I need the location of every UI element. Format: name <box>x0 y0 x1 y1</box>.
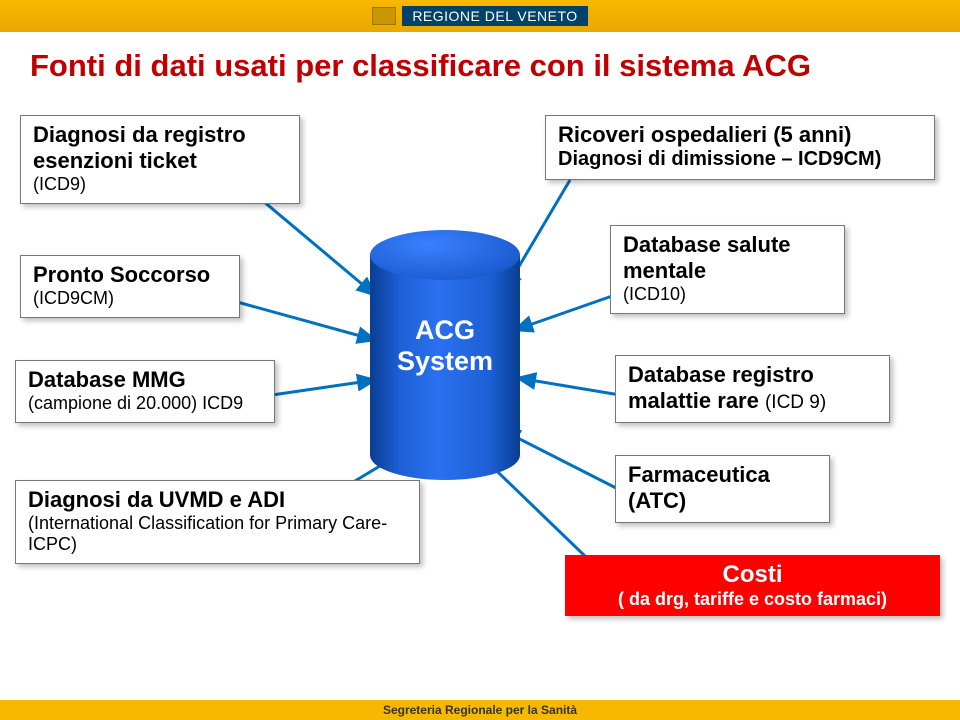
box-uvmd-adi: Diagnosi da UVMD e ADI (International Cl… <box>15 480 420 564</box>
header-bar: REGIONE DEL VENETO <box>0 0 960 32</box>
acg-cylinder: ACG System <box>370 230 520 470</box>
lion-icon <box>372 7 396 25</box>
box-ricoveri: Ricoveri ospedalieri (5 anni) Diagnosi d… <box>545 115 935 180</box>
box-farmaceutica: Farmaceutica (ATC) <box>615 455 830 523</box>
box-pronto-soccorso: Pronto Soccorso (ICD9CM) <box>20 255 240 318</box>
cylinder-label: ACG System <box>370 315 520 377</box>
footer-bar: Segreteria Regionale per la Sanità <box>0 700 960 720</box>
box-diagnosi-registro: Diagnosi da registro esenzioni ticket (I… <box>20 115 300 204</box>
box-salute-mentale: Database salute mentale (ICD10) <box>610 225 845 314</box>
region-label: REGIONE DEL VENETO <box>402 6 587 26</box>
box-costi: Costi ( da drg, tariffe e costo farmaci) <box>565 555 940 616</box>
header-logo: REGIONE DEL VENETO <box>372 6 587 26</box>
box-malattie-rare: Database registro malattie rare (ICD 9) <box>615 355 890 423</box>
page-title: Fonti di dati usati per classificare con… <box>30 48 811 84</box>
box-database-mmg: Database MMG (campione di 20.000) ICD9 <box>15 360 275 423</box>
